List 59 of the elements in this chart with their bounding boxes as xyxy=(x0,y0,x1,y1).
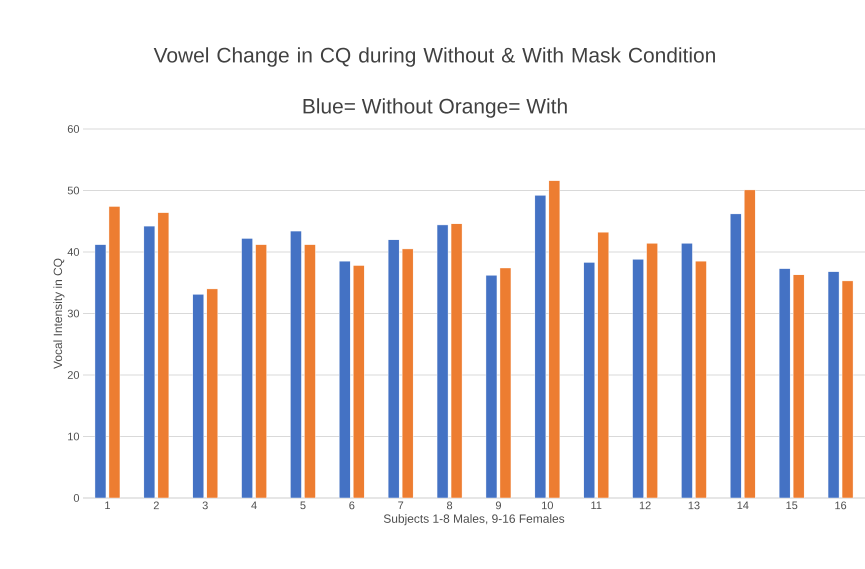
bar xyxy=(402,248,414,498)
bar xyxy=(255,244,267,498)
x-tick-label: 6 xyxy=(349,502,354,510)
x-tick-label: 12 xyxy=(640,502,651,510)
x-tick-label: 5 xyxy=(300,502,306,510)
bar xyxy=(828,271,840,498)
bar xyxy=(584,262,595,498)
bar xyxy=(353,265,365,498)
bar xyxy=(144,226,156,498)
bar xyxy=(108,206,120,498)
x-tick-label: 2 xyxy=(154,502,159,510)
bar xyxy=(646,243,658,498)
chart-subtitle: Blue= Without Orange= With xyxy=(304,98,567,118)
bar xyxy=(598,232,609,498)
y-tick-label: 40 xyxy=(68,248,80,256)
x-tick-label: 11 xyxy=(591,502,602,510)
bar xyxy=(534,195,546,498)
x-tick-label: 4 xyxy=(251,502,257,510)
x-tick-label: 7 xyxy=(398,502,404,510)
x-tick-label: 16 xyxy=(835,502,846,510)
y-tick-label: 50 xyxy=(68,186,80,194)
bar xyxy=(290,230,302,498)
bar xyxy=(436,224,448,498)
x-tick-label: 13 xyxy=(688,502,700,510)
bar xyxy=(632,259,644,498)
bar xyxy=(730,214,742,498)
bar xyxy=(778,268,790,498)
bar xyxy=(339,261,351,498)
x-tick-label: 9 xyxy=(496,502,501,510)
y-axis-title: Vocal Intensity in CQ xyxy=(53,258,64,369)
y-tick-label: 0 xyxy=(74,494,80,502)
bar xyxy=(695,261,707,498)
chart-title: Vowel Change in CQ during Without & With Mask Condition xyxy=(154,47,715,67)
bar xyxy=(304,244,316,498)
bar xyxy=(192,294,204,498)
y-tick-label: 20 xyxy=(68,371,80,379)
x-tick-label: 10 xyxy=(542,502,553,510)
y-tick-label: 10 xyxy=(68,432,80,440)
x-tick-label: 14 xyxy=(738,502,749,510)
bar xyxy=(681,243,693,498)
x-tick-label: 8 xyxy=(446,502,452,510)
bar xyxy=(206,288,218,498)
x-tick-label: 1 xyxy=(105,502,110,510)
bar xyxy=(548,180,560,498)
x-axis-title: Subjects 1-8 Males, 9-16 Females xyxy=(384,514,564,526)
bar xyxy=(158,212,170,498)
bar xyxy=(500,268,512,498)
bar xyxy=(744,190,756,498)
y-tick-label: 30 xyxy=(68,310,80,318)
bar xyxy=(94,244,106,498)
x-tick-label: 3 xyxy=(202,502,208,510)
bar xyxy=(842,280,854,498)
bar xyxy=(388,239,400,498)
y-tick-label: 60 xyxy=(68,125,80,133)
bar xyxy=(486,275,498,498)
bar xyxy=(450,224,462,498)
bar xyxy=(792,274,804,498)
x-tick-label: 15 xyxy=(786,502,798,510)
bar xyxy=(241,238,253,498)
